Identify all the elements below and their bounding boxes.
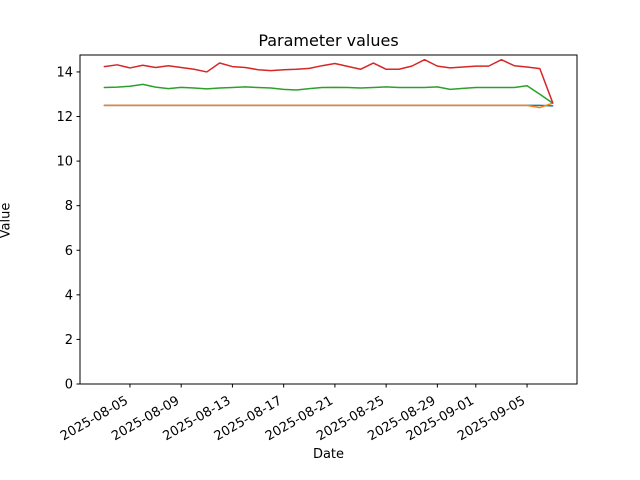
series-green-line [103,83,554,104]
y-tick-label: 14 [56,65,73,80]
y-tick-label: 8 [65,199,73,214]
y-axis-label: Value [0,202,14,239]
x-axis-label: Date [312,447,345,462]
y-tick-label: 4 [65,288,73,303]
y-tick-label: 2 [65,333,73,348]
series-red-line [103,58,554,104]
chart-title: Parameter values [258,31,399,50]
y-tick-label: 6 [65,244,73,259]
series-orange-line [103,102,554,109]
y-tick-label: 10 [56,155,73,170]
plot-frame [79,54,578,385]
y-tick-label: 0 [65,378,73,393]
y-tick-label: 12 [56,110,73,125]
